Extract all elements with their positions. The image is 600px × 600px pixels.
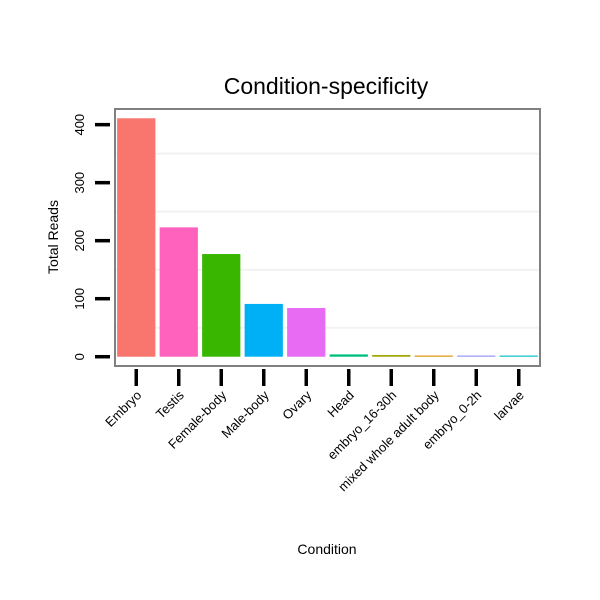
x-tick-label: Testis [153, 387, 187, 421]
x-axis-label: Condition [297, 541, 356, 557]
bar [202, 254, 241, 357]
x-tick-label: larvae [491, 388, 527, 424]
y-tick-label: 300 [72, 172, 87, 194]
y-axis: 0 100 200 300 400 [72, 114, 110, 360]
bar [457, 355, 496, 357]
y-tick-label: 0 [72, 353, 87, 360]
bar [372, 354, 411, 357]
plot-border [114, 108, 541, 367]
y-axis-label: Total Reads [45, 200, 61, 274]
bar [499, 355, 538, 357]
bar [117, 118, 156, 357]
bar [329, 354, 368, 357]
chart-title: Condition-specificity [224, 73, 429, 99]
bar [244, 303, 283, 357]
x-tick-label: Embryo [102, 388, 144, 430]
x-tick-label: Ovary [279, 387, 314, 422]
y-tick-label: 400 [72, 114, 87, 136]
y-tick-label: 100 [72, 288, 87, 310]
bar [287, 307, 326, 357]
bars [117, 118, 538, 357]
bar [159, 227, 198, 357]
x-tick-label: Head [324, 388, 357, 421]
y-tick-label: 200 [72, 230, 87, 252]
bar [414, 355, 453, 357]
